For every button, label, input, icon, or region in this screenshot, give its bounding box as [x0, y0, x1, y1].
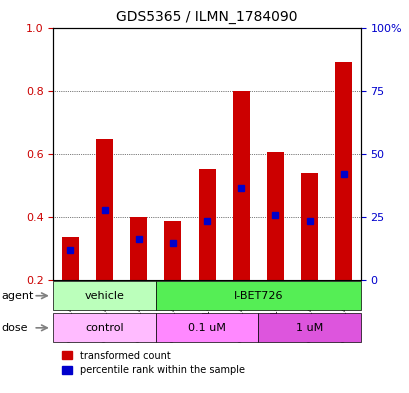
Bar	[130, 217, 147, 280]
Bar	[232, 90, 249, 280]
Bar	[53, 281, 155, 310]
Text: I-BET726: I-BET726	[233, 291, 282, 301]
Text: 0.1 uM: 0.1 uM	[188, 323, 225, 333]
Text: vehicle: vehicle	[84, 291, 124, 301]
Bar	[164, 221, 181, 280]
Bar	[96, 140, 113, 280]
Text: agent: agent	[1, 291, 33, 301]
Bar	[198, 169, 215, 280]
Bar	[258, 313, 360, 342]
Text: dose: dose	[1, 323, 27, 333]
Legend: transformed count, percentile rank within the sample: transformed count, percentile rank withi…	[58, 347, 248, 379]
Bar	[266, 152, 283, 280]
Bar	[53, 313, 155, 342]
Bar	[334, 62, 351, 280]
Text: 1 uM: 1 uM	[295, 323, 322, 333]
Text: control: control	[85, 323, 124, 333]
Bar	[155, 281, 360, 310]
Bar	[300, 173, 317, 280]
Bar	[155, 313, 258, 342]
Title: GDS5365 / ILMN_1784090: GDS5365 / ILMN_1784090	[116, 10, 297, 24]
Bar	[62, 237, 79, 280]
